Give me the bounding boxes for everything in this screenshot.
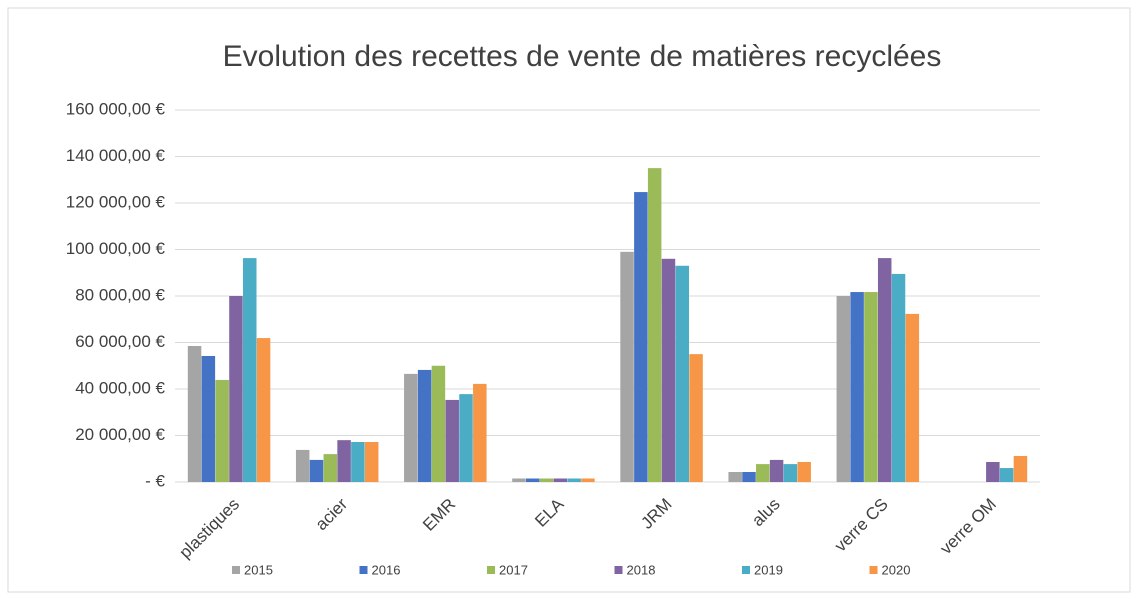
bar [187,345,202,482]
bar [581,478,595,482]
bar [364,442,379,482]
legend-label: 2020 [882,562,911,577]
bar [783,464,798,482]
chart-title: Evolution des recettes de vente de matiè… [223,40,942,73]
bar [675,265,690,482]
bar [404,373,418,482]
bar [309,459,324,482]
bar [351,442,365,482]
bar [525,478,540,482]
bar [647,168,662,482]
bar [473,383,487,482]
bar [459,394,473,482]
bar [215,379,229,482]
legend-swatch [232,566,240,574]
bar [445,399,459,482]
y-tick-label: 60 000,00 € [75,332,165,351]
y-tick-label: - € [145,471,165,490]
bar [417,369,432,482]
legend-swatch [742,566,750,574]
legend-swatch [359,566,368,574]
chart-frame [7,7,1131,593]
legend-label: 2016 [372,562,401,577]
bar [512,478,526,482]
legend-swatch [869,566,878,574]
bar [742,472,756,482]
bar [323,454,338,482]
y-tick-label: 160 000,00 € [66,99,166,118]
bar [634,192,648,482]
bar [1013,455,1028,482]
bar [836,296,851,482]
bar [567,478,581,482]
y-tick-label: 120 000,00 € [66,192,166,211]
bar [850,292,864,482]
bar [877,258,892,482]
bar [864,292,878,482]
bar [201,355,216,482]
legend-swatch [614,566,623,574]
bar [295,449,310,482]
bar [905,313,920,482]
bar [797,462,811,482]
legend-label: 2015 [244,562,273,577]
bar [999,468,1014,482]
bar [661,258,676,482]
legend-label: 2017 [499,562,528,577]
bar [553,478,568,482]
bar [728,472,742,482]
bar [756,464,770,482]
bar [243,258,257,482]
bar [256,338,271,482]
bar [891,273,906,482]
legend-swatch [487,566,495,574]
bar [620,251,634,482]
bar [689,354,703,482]
y-tick-label: 100 000,00 € [66,239,166,258]
legend-label: 2018 [627,562,656,577]
bar [539,478,554,482]
bar [986,462,1000,482]
y-tick-label: 20 000,00 € [75,425,165,444]
bar [337,440,351,482]
y-tick-label: 40 000,00 € [75,378,165,397]
bar [431,365,446,482]
bar [229,296,243,482]
y-tick-label: 140 000,00 € [66,146,166,165]
legend-label: 2019 [754,562,783,577]
y-tick-label: 80 000,00 € [75,285,165,304]
bar [769,459,784,482]
